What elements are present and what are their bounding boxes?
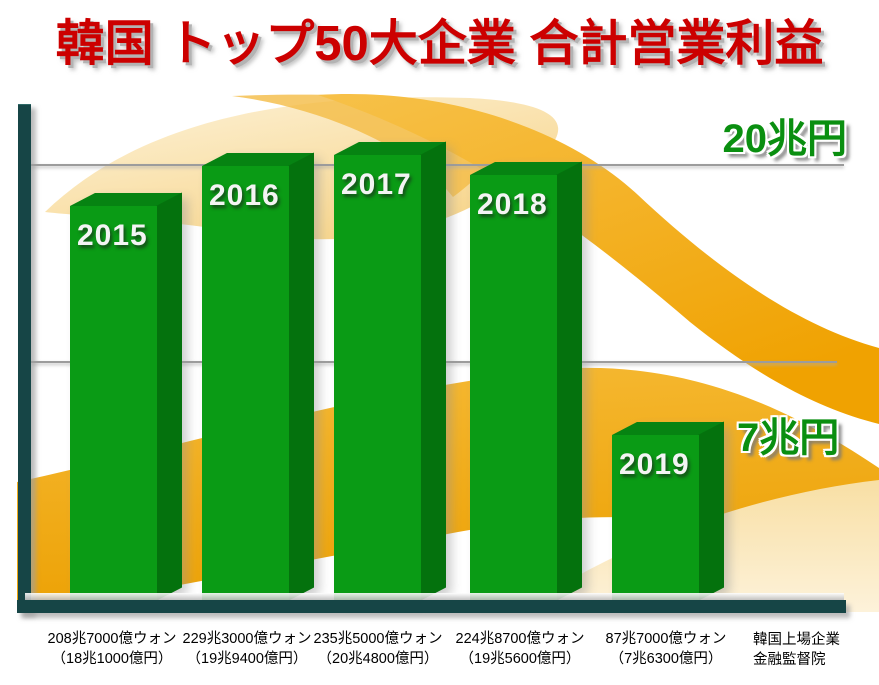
bar-value-label-2019: 87兆7000億ウォン （7兆6300億円） [586,629,746,669]
value-yen: （7兆6300億円） [609,651,723,667]
value-yen: （19兆9400億円） [186,651,308,667]
annotation-20-trillion-yen: 20兆円 [722,117,848,161]
bar-value-label-2018: 224兆8700億ウォン （19兆5600億円） [440,629,600,669]
page-title: 韓国 トップ50大企業 合計営業利益 [55,17,824,71]
bar-value-label-2017: 235兆5000億ウォン （20兆4800億円） [298,629,458,669]
bar-front-face [202,166,289,601]
bar-side-face [556,161,582,601]
source-line-1: 韓国上場企業 [753,632,840,648]
value-won: 224兆8700億ウォン [455,631,585,647]
source-line-2: 金融監督院 [753,652,826,668]
bar-side-face [156,192,182,601]
bar-side-face [698,421,724,601]
bar-front-face [70,206,157,601]
source-label: 韓国上場企業 金融監督院 [753,630,840,670]
bar-value-label-2015: 208兆7000億ウォン （18兆1000億円） [32,629,192,669]
bar-front-face [612,435,699,601]
bar-2019: 2019 [612,421,724,601]
bar-year-label: 2016 [209,179,280,212]
bar-year-label: 2017 [341,168,412,201]
annotation-7-trillion-yen: 7兆円 [737,416,840,460]
bar-side-face [420,141,446,601]
bar-year-label: 2015 [77,219,148,252]
y-axis [18,104,31,613]
bar-value-label-2016: 229兆3000億ウォン （19兆9400億円） [167,629,327,669]
bar-front-face [334,155,421,601]
bar-2015: 2015 [70,192,182,601]
bar-side-face [288,152,314,601]
bar-2018: 2018 [470,161,582,601]
bar-year-label: 2019 [619,448,690,481]
value-yen: （18兆1000億円） [51,651,173,667]
swoosh-main-ribbon [318,94,879,424]
x-axis [17,593,846,613]
value-won: 208兆7000億ウォン [47,631,177,647]
value-won: 87兆7000億ウォン [605,631,727,647]
bar-2017: 2017 [334,141,446,601]
bar-front-face [470,175,557,601]
value-yen: （20兆4800億円） [317,651,439,667]
bar-year-label: 2018 [477,188,548,221]
value-won: 229兆3000億ウォン [182,631,312,647]
bar-2016: 2016 [202,152,314,601]
value-won: 235兆5000億ウォン [313,631,443,647]
value-yen: （19兆5600億円） [459,651,581,667]
